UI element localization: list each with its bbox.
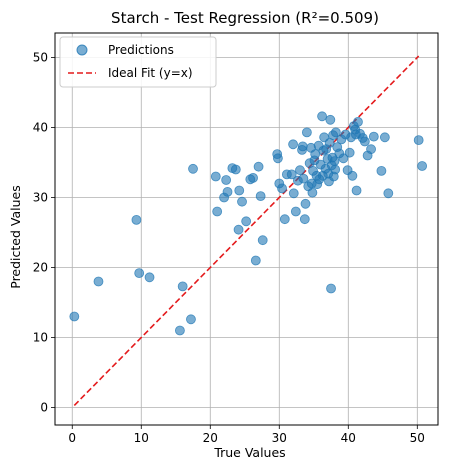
data-point xyxy=(295,165,305,176)
data-point xyxy=(134,268,145,279)
data-point xyxy=(222,186,233,197)
legend: Predictions Ideal Fit (y=x) xyxy=(59,36,217,88)
data-point xyxy=(186,314,196,325)
data-point xyxy=(297,141,308,152)
data-point xyxy=(299,214,310,225)
legend-label-predictions: Predictions xyxy=(108,43,174,57)
ideal-fit-layer xyxy=(73,55,420,406)
data-point xyxy=(175,325,185,336)
data-point xyxy=(277,183,287,194)
data-point xyxy=(230,164,241,175)
y-tick-label: 0 xyxy=(40,401,48,415)
data-point xyxy=(93,276,104,287)
y-tick-label: 30 xyxy=(33,191,48,205)
y-tick-label: 50 xyxy=(33,51,48,65)
data-point xyxy=(144,272,155,283)
data-point xyxy=(383,188,394,199)
data-point xyxy=(353,117,363,127)
legend-label-ideal-fit: Ideal Fit (y=x) xyxy=(108,66,193,80)
data-point xyxy=(326,283,336,294)
data-point xyxy=(325,114,336,125)
data-points-layer xyxy=(69,111,428,336)
y-tick-label: 40 xyxy=(33,121,48,135)
chart-title: Starch - Test Regression (R²=0.509) xyxy=(111,9,379,27)
data-point xyxy=(241,216,252,227)
x-axis-label: True Values xyxy=(213,445,285,460)
data-point xyxy=(379,132,390,143)
data-point xyxy=(330,127,341,138)
data-point xyxy=(131,214,142,225)
data-point xyxy=(253,161,264,172)
x-tick-label: 40 xyxy=(341,431,356,445)
legend-marker-predictions xyxy=(76,44,88,56)
data-point xyxy=(221,175,232,185)
data-point xyxy=(344,147,355,158)
x-tick-label: 50 xyxy=(410,431,425,445)
data-point xyxy=(330,164,341,175)
legend-box xyxy=(59,36,217,88)
x-tick-label: 30 xyxy=(272,431,287,445)
data-point xyxy=(234,185,245,196)
data-point xyxy=(301,127,312,138)
data-point xyxy=(347,170,358,181)
data-point xyxy=(359,136,370,147)
data-point xyxy=(368,131,379,142)
data-point xyxy=(272,153,283,164)
data-point xyxy=(177,281,188,292)
y-tick-label: 10 xyxy=(33,331,48,345)
y-axis-label: Predicted Values xyxy=(8,185,23,289)
data-point xyxy=(288,188,299,199)
data-point xyxy=(248,172,258,183)
data-point xyxy=(250,255,261,266)
data-point xyxy=(210,171,221,182)
data-point xyxy=(413,135,424,146)
data-point xyxy=(366,144,376,155)
data-point xyxy=(286,169,297,180)
data-point xyxy=(300,198,311,209)
data-point xyxy=(317,111,327,122)
y-tick-label: 20 xyxy=(33,261,48,275)
data-point xyxy=(351,185,362,196)
data-point xyxy=(69,311,80,322)
data-point xyxy=(307,187,318,198)
data-point xyxy=(290,206,301,217)
axis-ticks: 0 10 20 30 40 50 0 10 20 30 40 50 xyxy=(33,51,425,446)
data-point xyxy=(233,224,244,235)
plot-frame xyxy=(54,32,439,426)
data-point xyxy=(188,163,198,174)
data-point xyxy=(288,139,298,150)
data-point xyxy=(298,173,309,184)
data-point xyxy=(237,196,247,207)
data-point xyxy=(257,235,268,246)
x-tick-label: 10 xyxy=(134,431,149,445)
data-point xyxy=(255,191,266,202)
x-tick-label: 0 xyxy=(68,431,76,445)
data-point xyxy=(212,206,223,217)
x-tick-label: 20 xyxy=(203,431,218,445)
ideal-fit-line xyxy=(73,55,420,406)
data-point xyxy=(338,153,349,164)
data-point xyxy=(310,149,321,160)
data-point xyxy=(376,165,387,176)
data-point xyxy=(417,161,428,171)
data-point xyxy=(279,214,290,225)
